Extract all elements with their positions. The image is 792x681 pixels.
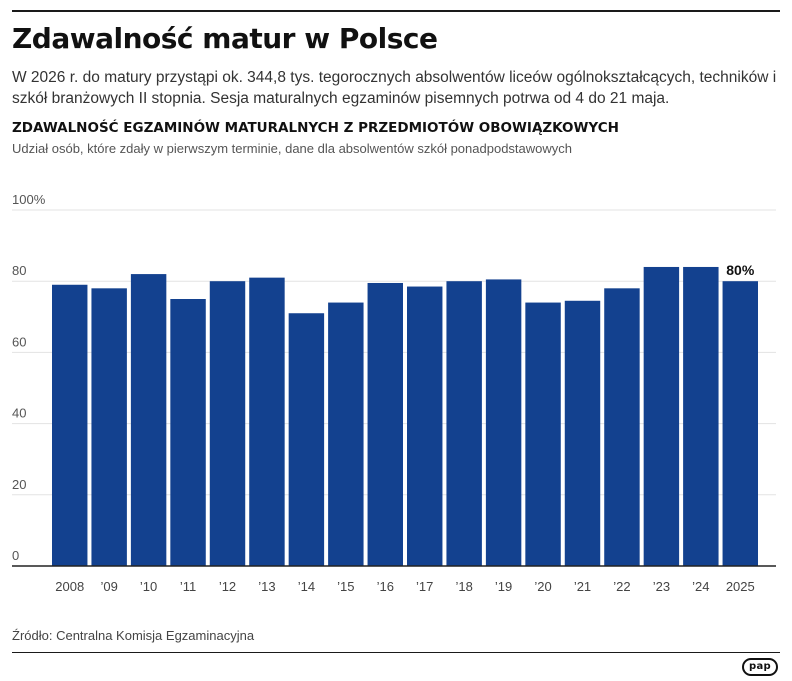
x-tick-label: ’24 bbox=[692, 579, 709, 594]
bar bbox=[446, 281, 482, 566]
y-tick-label: 0 bbox=[12, 548, 19, 563]
x-tick-label: ’12 bbox=[219, 579, 236, 594]
x-tick-label: ’10 bbox=[140, 579, 157, 594]
bar-chart: 0 20 40 60 80 100% 2008 ’09 ’10 ’11 ’12 ’13 ’14 ’15 ’1… bbox=[12, 192, 776, 594]
bar bbox=[130, 274, 167, 566]
x-tick-label: ’16 bbox=[377, 579, 394, 594]
bar bbox=[170, 299, 206, 566]
bar bbox=[643, 266, 680, 566]
y-tick-label: 60 bbox=[12, 334, 26, 349]
bar bbox=[367, 282, 403, 566]
x-tick-label: ’20 bbox=[534, 579, 551, 594]
bar bbox=[604, 288, 640, 566]
x-tick-label: ’21 bbox=[574, 579, 591, 594]
x-tick-label: ’09 bbox=[100, 579, 117, 594]
x-tick-label: ’22 bbox=[613, 579, 630, 594]
x-tick-label: ’15 bbox=[337, 579, 354, 594]
x-tick-label: 2008 bbox=[55, 579, 84, 594]
bar bbox=[683, 266, 719, 566]
chart-title: ZDAWALNOŚĆ EGZAMINÓW MATURALNYCH Z PRZED… bbox=[12, 120, 619, 136]
x-tick-label: ’14 bbox=[298, 579, 315, 594]
x-tick-label: ’13 bbox=[258, 579, 275, 594]
x-tick-label: 2025 bbox=[726, 579, 755, 594]
y-tick-label: 80 bbox=[12, 263, 26, 278]
bar bbox=[91, 288, 127, 566]
bar bbox=[209, 281, 246, 566]
y-tick-label: 40 bbox=[12, 406, 26, 421]
pap-logo: pap bbox=[742, 658, 778, 676]
bar bbox=[485, 279, 522, 566]
data-label: 80% bbox=[726, 262, 755, 278]
x-tick-label: ’18 bbox=[455, 579, 472, 594]
x-tick-label: ’19 bbox=[495, 579, 512, 594]
bottom-rule bbox=[12, 652, 780, 653]
bar bbox=[407, 286, 443, 566]
bar bbox=[328, 302, 364, 566]
bar bbox=[564, 300, 601, 566]
bar bbox=[52, 284, 88, 566]
bar bbox=[288, 313, 325, 566]
x-tick-label: ’17 bbox=[416, 579, 433, 594]
x-tick-label: ’11 bbox=[180, 579, 196, 594]
y-tick-label: 100% bbox=[12, 192, 46, 207]
source-note: Źródło: Centralna Komisja Egzaminacyjna bbox=[12, 628, 255, 643]
bar bbox=[249, 277, 285, 566]
bar bbox=[525, 302, 561, 566]
top-rule bbox=[12, 10, 780, 12]
chart-subtitle: Udział osób, które zdały w pierwszym ter… bbox=[12, 141, 572, 156]
x-tick-label: ’23 bbox=[653, 579, 670, 594]
y-tick-label: 20 bbox=[12, 477, 26, 492]
page-title: Zdawalność matur w Polsce bbox=[12, 22, 438, 55]
bar bbox=[722, 281, 758, 566]
lead-paragraph: W 2026 r. do matury przystąpi ok. 344,8 … bbox=[12, 69, 777, 107]
